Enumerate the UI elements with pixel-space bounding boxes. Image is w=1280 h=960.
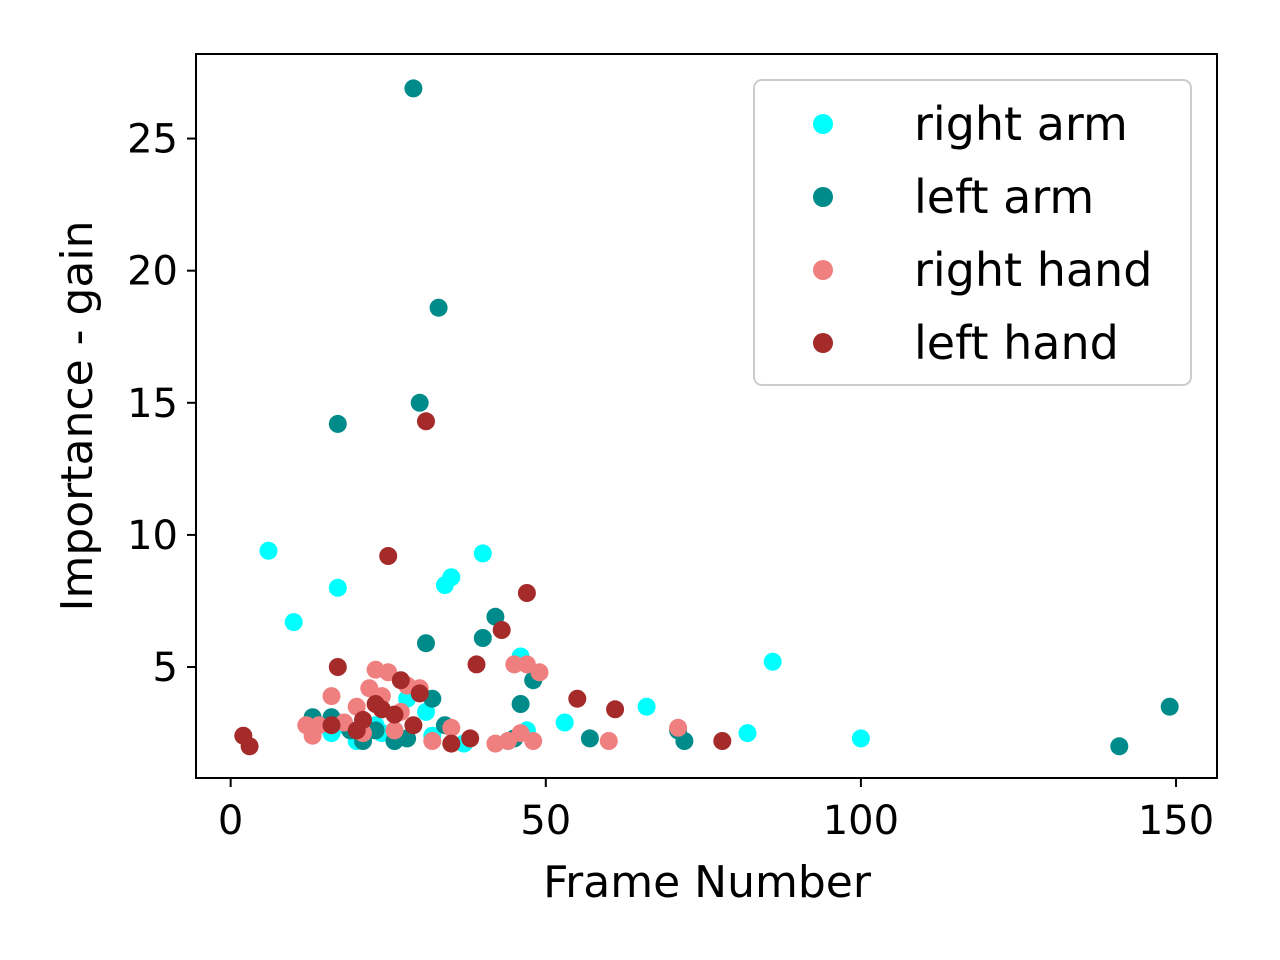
- point-series-1: [417, 634, 435, 653]
- point-series-2: [669, 718, 688, 737]
- point-series-3: [568, 689, 587, 708]
- point-series-2: [322, 687, 341, 706]
- point-series-3: [240, 737, 259, 756]
- point-series-0: [442, 568, 461, 587]
- point-series-3: [606, 700, 625, 719]
- x-tick-label: 50: [520, 798, 571, 844]
- legend-items: right arm left arm right hand left hand: [813, 97, 1152, 370]
- point-series-3: [442, 734, 461, 753]
- y-tick-label: 20: [127, 249, 178, 295]
- point-series-0: [259, 541, 278, 560]
- point-series-3: [404, 716, 423, 735]
- plot-frame: [195, 53, 1218, 779]
- legend-label: right hand: [914, 243, 1152, 297]
- point-series-2: [442, 718, 461, 737]
- point-series-2: [385, 721, 404, 740]
- point-series-0: [284, 613, 303, 632]
- ticks-layer: 0 50 100 150 5 10 15 20 25: [127, 117, 1214, 844]
- point-series-0: [738, 724, 757, 743]
- legend-marker: [813, 333, 833, 353]
- point-series-3: [354, 710, 372, 729]
- point-series-1: [410, 393, 429, 412]
- x-tick-label: 0: [218, 798, 243, 844]
- y-tick-label: 10: [127, 513, 178, 559]
- legend-label: left arm: [914, 170, 1094, 224]
- point-series-3: [322, 716, 341, 735]
- legend-marker: [813, 187, 833, 207]
- point-series-3: [417, 412, 435, 431]
- point-series-3: [467, 655, 486, 674]
- points-layer: [234, 79, 1179, 756]
- legend-marker: [813, 114, 833, 134]
- point-series-1: [429, 298, 448, 317]
- x-axis-title: Frame Number: [543, 857, 872, 908]
- point-series-3: [517, 584, 536, 602]
- point-series-0: [473, 544, 492, 563]
- legend: right arm left arm right hand left hand: [753, 79, 1192, 386]
- y-tick-label: 15: [127, 381, 178, 427]
- point-series-0: [637, 697, 656, 716]
- point-series-3: [713, 732, 732, 750]
- point-series-1: [328, 414, 347, 433]
- legend-box: [753, 79, 1192, 386]
- point-series-1: [580, 729, 599, 748]
- legend-marker: [813, 260, 833, 280]
- point-series-0: [851, 729, 870, 748]
- legend-label: right arm: [914, 97, 1128, 151]
- point-series-1: [1160, 697, 1179, 716]
- point-series-2: [530, 663, 549, 682]
- y-axis-title: Importance - gain: [52, 221, 103, 612]
- point-series-2: [309, 716, 328, 735]
- point-series-3: [328, 658, 347, 676]
- point-series-2: [423, 732, 442, 750]
- point-series-0: [328, 578, 347, 597]
- point-series-2: [524, 732, 543, 750]
- point-series-3: [492, 621, 511, 639]
- point-series-0: [555, 713, 574, 732]
- point-series-1: [511, 695, 530, 713]
- point-series-1: [473, 629, 492, 647]
- point-series-3: [461, 729, 480, 748]
- point-series-1: [404, 79, 423, 98]
- point-series-0: [763, 652, 782, 671]
- point-series-3: [410, 684, 429, 703]
- point-series-2: [505, 655, 524, 674]
- legend-label: left hand: [914, 316, 1119, 370]
- point-series-3: [391, 671, 410, 690]
- y-tick-label: 25: [127, 117, 178, 163]
- point-series-1: [1110, 737, 1129, 756]
- y-tick-label: 5: [153, 645, 178, 691]
- point-series-3: [385, 705, 404, 724]
- x-tick-label: 150: [1138, 798, 1214, 844]
- point-series-2: [599, 732, 618, 750]
- point-series-3: [379, 547, 398, 565]
- x-tick-label: 100: [823, 798, 899, 844]
